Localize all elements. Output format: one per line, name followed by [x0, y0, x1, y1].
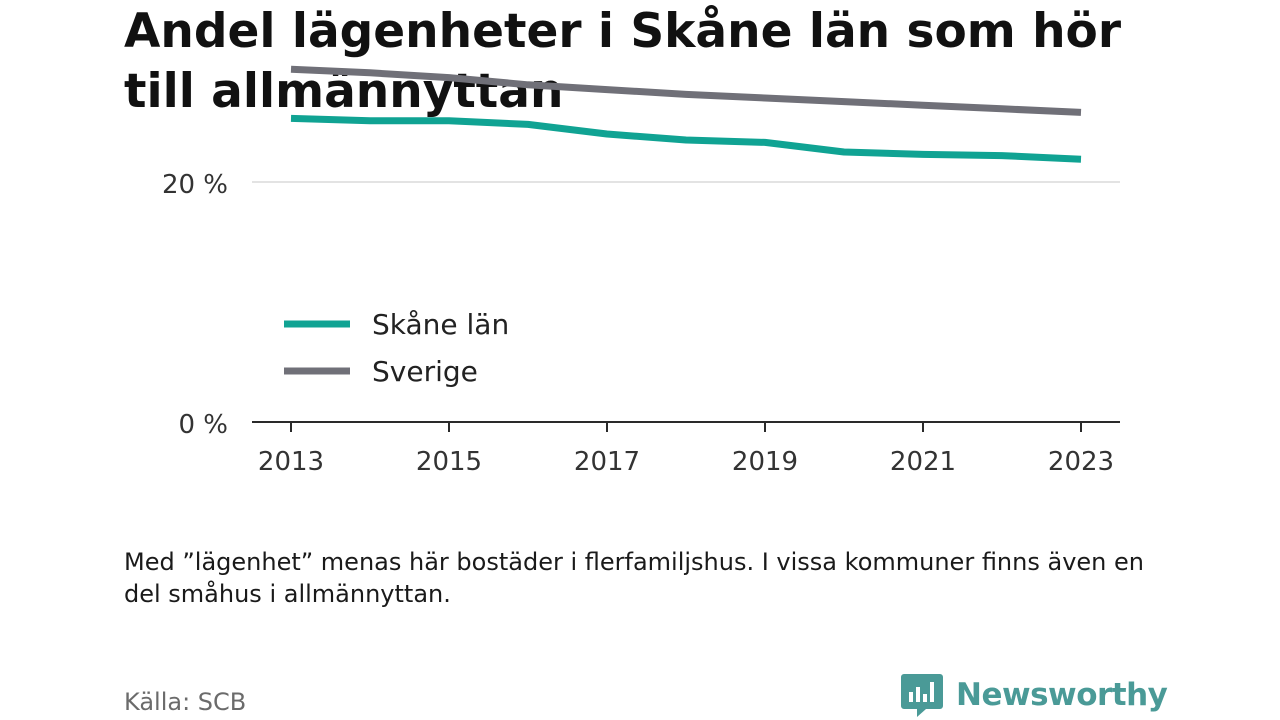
- newsworthy-logo-text: Newsworthy: [956, 677, 1168, 713]
- legend-label: Skåne län: [372, 308, 509, 341]
- newsworthy-logo-icon: [901, 674, 943, 717]
- x-tick-label: 2015: [416, 447, 482, 477]
- chart-footnote: Med ”lägenhet” menas här bostäder i fler…: [124, 548, 1144, 608]
- x-tick-label: 2021: [890, 447, 956, 477]
- x-tick-label: 2013: [258, 447, 324, 477]
- legend: Skåne län Sverige: [284, 308, 509, 388]
- series-layer: [290, 65, 1082, 163]
- chart-title: Andel lägenheter i Skåne län som hör til…: [124, 4, 1122, 119]
- x-tick-label: 2019: [732, 447, 798, 477]
- series-line-sverige: [290, 65, 1082, 116]
- grid-layer: 0 % 20 %: [162, 170, 1120, 440]
- x-tick-label: 2023: [1048, 447, 1114, 477]
- x-tick-label: 2017: [574, 447, 640, 477]
- y-tick-label: 20 %: [162, 170, 228, 200]
- x-axis: 2013 2015 2017 2019 2021 2023: [252, 421, 1120, 477]
- y-tick-label: 0 %: [178, 410, 228, 440]
- legend-label: Sverige: [372, 355, 478, 388]
- series-line-sk-ne-l-n: [290, 114, 1082, 163]
- source-label: Källa: SCB: [124, 688, 247, 716]
- newsworthy-logo: Newsworthy: [900, 670, 1168, 720]
